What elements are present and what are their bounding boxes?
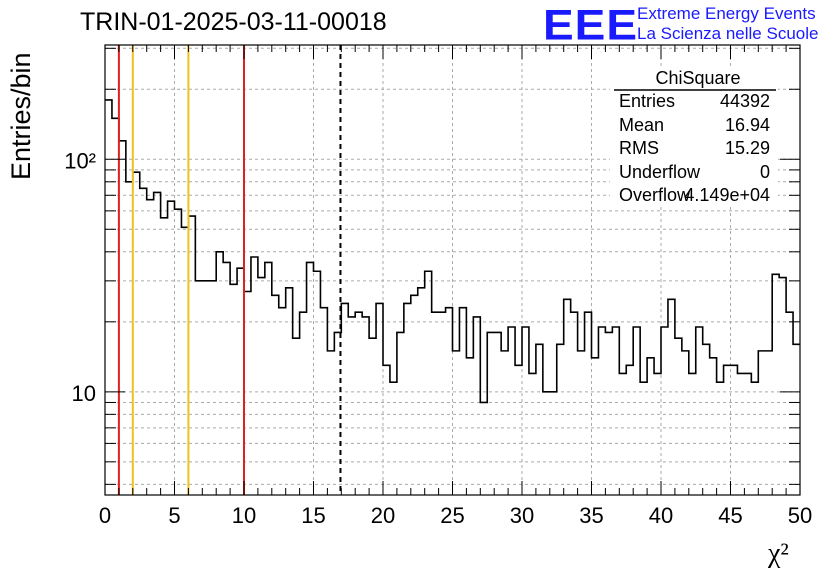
x-tick-label: 10 [232,503,256,528]
grid-lines [105,45,800,495]
histogram-series [105,99,800,404]
x-axis-label: χ² [768,538,789,569]
reference-lines [117,45,342,495]
stats-row-rms: RMS 15.29 [610,137,778,161]
stats-value: 0 [759,161,770,182]
stats-value: 4.149e+04 [684,185,770,205]
x-tick-label: 20 [371,503,395,528]
stats-key: RMS [619,138,659,158]
axis-tick-labels: 0 5 10 15 20 25 30 35 40 45 50 10 10² [64,148,812,528]
stats-row-mean: Mean 16.94 [610,114,778,138]
x-tick-label: 15 [301,503,325,528]
chart-title: TRIN-01-2025-03-11-00018 [80,8,387,36]
stats-title: ChiSquare [655,68,741,88]
x-tick-label: 5 [168,503,180,528]
x-tick-label: 30 [510,503,534,528]
x-tick-label: 50 [788,503,812,528]
stats-panel: ChiSquare Entries 44392 Mean 16.94 RMS 1… [610,66,778,208]
stats-key: Underflow [619,161,701,182]
y-axis-label: Entries/bin [6,52,36,180]
y-tick-label: 10 [72,381,96,406]
stats-value: 15.29 [724,138,770,158]
stats-value: 16.94 [724,114,770,135]
x-tick-label: 35 [579,503,603,528]
eee-logo-mark: EEE [543,0,639,49]
x-tick-label: 45 [718,503,742,528]
stats-key: Overflow [619,185,691,205]
x-tick-label: 40 [649,503,673,528]
eee-logo-line1: Extreme Energy Events [637,4,816,23]
stats-value: 44392 [719,91,770,111]
stats-row-overflow: Overflow 4.149e+04 [610,184,778,208]
axis-ticks [104,45,801,495]
stats-row-entries: Entries 44392 [610,90,778,114]
x-tick-label: 0 [99,503,111,528]
eee-logo-line2: La Scienza nelle Scuole [637,24,819,43]
stats-key: Mean [619,114,665,135]
y-tick-label: 10² [64,148,96,173]
stats-key: Entries [619,91,676,111]
stats-row-underflow: Underflow 0 [610,161,778,185]
x-tick-label: 25 [440,503,464,528]
histogram-line [105,99,800,404]
stats-box [610,66,778,206]
